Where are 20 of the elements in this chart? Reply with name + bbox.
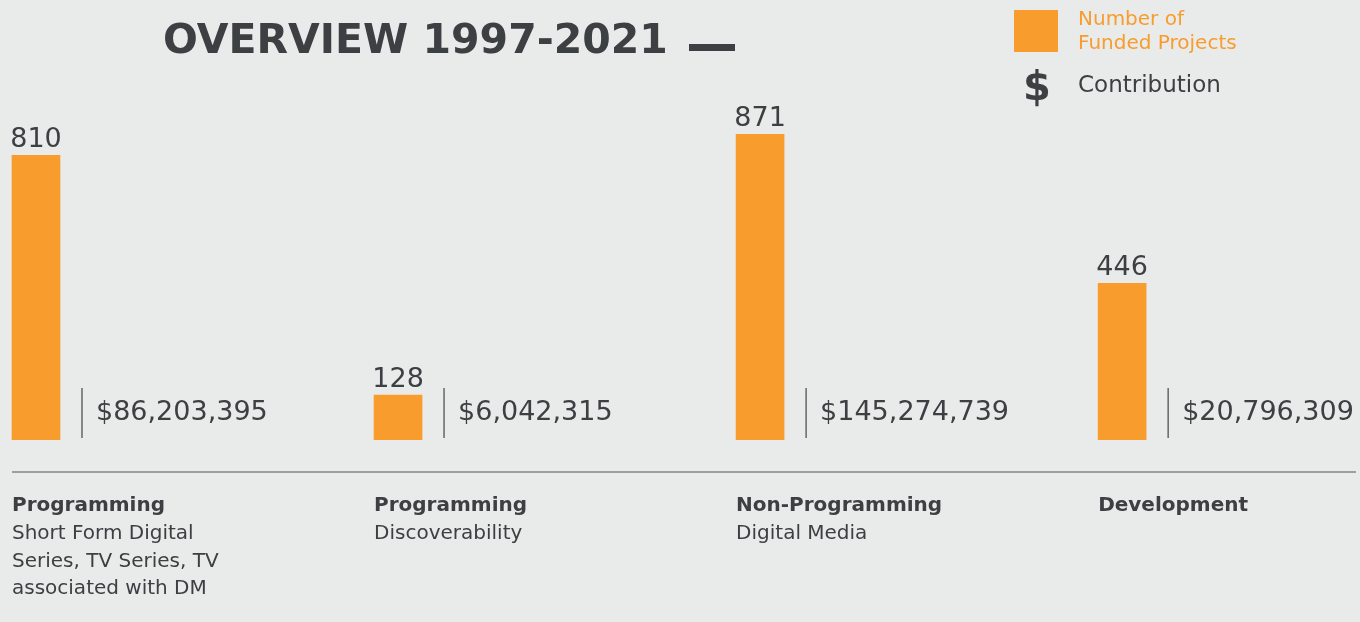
x-tick-label: Programming Discoverability bbox=[374, 492, 528, 545]
data-label: 128 bbox=[372, 361, 424, 393]
text: $ bbox=[1022, 63, 1052, 109]
data-label: 871 bbox=[734, 100, 786, 132]
x-tick-label: Non-Programming Digital Media bbox=[736, 492, 943, 545]
x-tick-label: Development bbox=[1098, 492, 1249, 517]
bar bbox=[11, 155, 61, 440]
annotation: $86,203,395 bbox=[95, 395, 268, 427]
bar bbox=[735, 134, 785, 440]
annotation: $6,042,315 bbox=[458, 395, 613, 427]
legend-label: Number of Funded Projects bbox=[1078, 6, 1237, 55]
data-label: 446 bbox=[1096, 249, 1148, 281]
x-tick-label: Programming Short Form Digital Series, TV Series, TV associated with DM bbox=[11, 492, 219, 600]
bar bbox=[373, 394, 423, 440]
bar bbox=[1097, 282, 1147, 440]
chart-title: OVERVIEW 1997-2021 bbox=[163, 14, 668, 63]
data-label: 810 bbox=[10, 121, 62, 153]
text: Contribution bbox=[1078, 70, 1221, 97]
annotation: $145,274,739 bbox=[820, 395, 1010, 427]
annotation: $20,796,309 bbox=[1182, 395, 1354, 427]
